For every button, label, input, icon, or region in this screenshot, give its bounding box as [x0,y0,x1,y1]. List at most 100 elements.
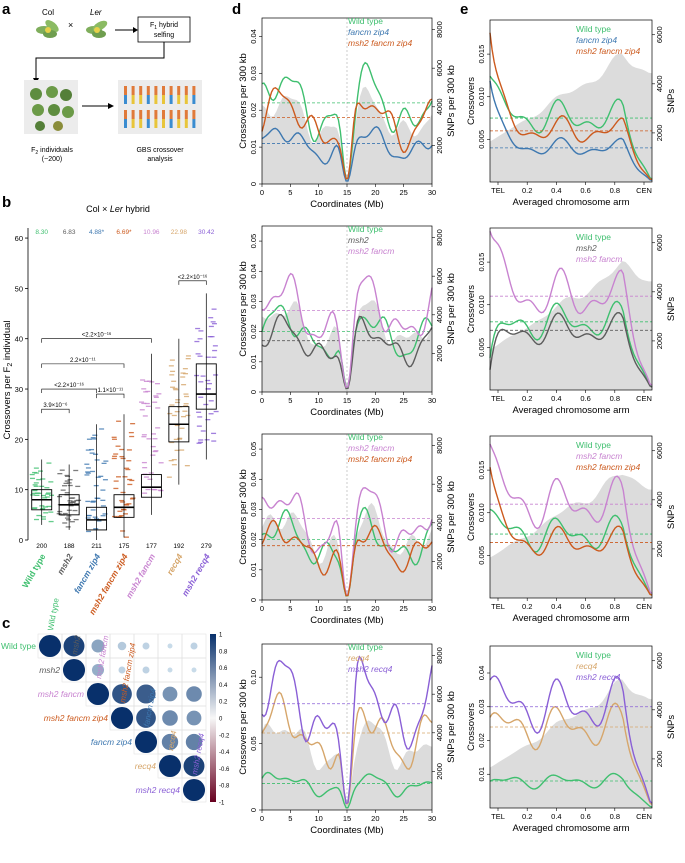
series-line [489,75,653,180]
snp-density-area [490,679,652,808]
gbs-bar [162,110,165,119]
y-axis-label: Crossovers per 300 kb [238,679,249,775]
y-tick-label: 0.005 [477,130,486,149]
data-point [185,357,191,360]
data-point [129,498,135,500]
data-point [40,516,46,518]
data-point [198,381,204,383]
data-point [153,396,159,398]
data-point [183,405,189,407]
mean-label: 8.30 [35,229,48,236]
legend-entry: Wild type [576,232,611,242]
y2-axis-label: SNPs per 300 kb [446,65,457,137]
data-point [183,403,189,405]
data-point [103,460,109,462]
row-label: recq4 [135,761,157,771]
data-point [195,327,201,330]
y-tick-label: 0 [249,182,258,186]
y2-tick-label: 2000 [655,125,664,142]
correlation-circle [161,733,179,751]
p-value-label: 3.9×10⁻⁶ [43,402,68,409]
svg-text:analysis: analysis [147,156,173,163]
p-value-label: 2.2×10⁻¹¹ [70,358,96,364]
gbs-bar [131,95,135,104]
data-point [46,505,52,508]
data-point [194,340,200,343]
n-label: 211 [91,543,102,550]
data-point [113,480,119,482]
data-point [126,503,132,505]
p-value-label: <2.2×10⁻¹⁶ [54,382,84,389]
y2-axis-label: SNPs per 300 kb [446,273,457,345]
correlation-circle [63,635,85,657]
x-tick-label: 5 [288,396,292,405]
data-point [90,501,96,503]
data-point [153,450,159,452]
series-line [489,231,653,386]
gbs-bar [124,95,127,104]
data-point [115,445,121,447]
row-label: msh2 fancm zip4 [44,713,109,723]
series-line [489,32,653,181]
scale-tick-label: 0.6 [219,666,228,672]
data-point [40,507,46,510]
data-point [44,496,50,498]
x-tick-label: 20 [371,814,379,823]
y2-tick-label: 2000 [655,541,664,558]
legend-entry: msh2 fancm zip4 [348,38,413,48]
correlation-circle [86,682,110,706]
correlation-circle [186,710,202,726]
data-point [86,438,92,440]
gbs-bar [177,110,181,119]
x-tick-label: 0.6 [580,602,590,611]
correlation-circle [167,643,173,649]
legend-entry: msh2 fancm [576,451,622,461]
series-line [489,772,653,808]
matrix-cell [181,777,207,803]
data-point [147,478,153,480]
x-axis-label: Coordinates (Mb) [310,199,383,210]
data-point [93,528,99,530]
panel-label-e: e [460,1,468,18]
x-tick-label: 5 [288,814,292,823]
y2-tick-label: 6000 [655,652,664,669]
n-label: 279 [201,543,212,550]
x-tick-label: 10 [314,814,322,823]
data-point [168,365,174,367]
plot-frame [489,435,653,599]
boxplot: 0 10 20 30 40 50 60 8.30 200 Wild type 6.83 188 msh2… [15,228,219,616]
x-tick-label: CEN [636,394,652,403]
y-tick-label: 0.05 [249,442,258,457]
panel-c: c Wild type Wild type msh2 msh2 msh2 fancm ms… [1,597,230,807]
y-tick-label: 0.03 [477,699,486,714]
mean-label: 10.96 [143,229,160,236]
legend-entry: msh2 fancm zip4 [348,454,413,464]
x-tick-label: 0.2 [522,602,532,611]
legend-entry: Wild type [576,440,611,450]
data-point [65,526,71,528]
y-tick-label: 0.015 [477,253,486,272]
panel-e-plot-2: 0.005 0.010 0.015 2000 4000 6000 TEL 0.2 0.4 0.6 0… [466,227,677,416]
panel-b-ylabel: Crossovers per F2 individual [2,320,14,439]
y2-tick-label: 2000 [655,333,664,350]
data-point [94,497,100,499]
data-point [183,393,189,395]
data-point [181,384,187,386]
x-axis-label: Averaged chromosome arm [512,823,629,834]
x-tick-label: 25 [399,188,407,197]
data-point [42,497,48,499]
f1-label: F1 hybrid [150,22,178,31]
data-point [213,410,219,413]
data-point [184,465,190,467]
p-value-label: 1.1×10⁻¹¹ [97,388,123,394]
y2-tick-label: 6000 [435,60,444,77]
data-point [92,516,98,518]
p-bracket [41,408,70,414]
panel-a: a Col × Ler F1 hybrid selfing F2 individ… [2,1,202,163]
y-tick-label: 0.01 [249,355,258,370]
data-point [36,514,42,517]
x-tick-label: TEL [491,602,505,611]
panel-d-plot-2: 0 0.01 0.02 0.03 0.04 0.05 2000 4000 6000 8000 0 5 1… [238,224,457,418]
